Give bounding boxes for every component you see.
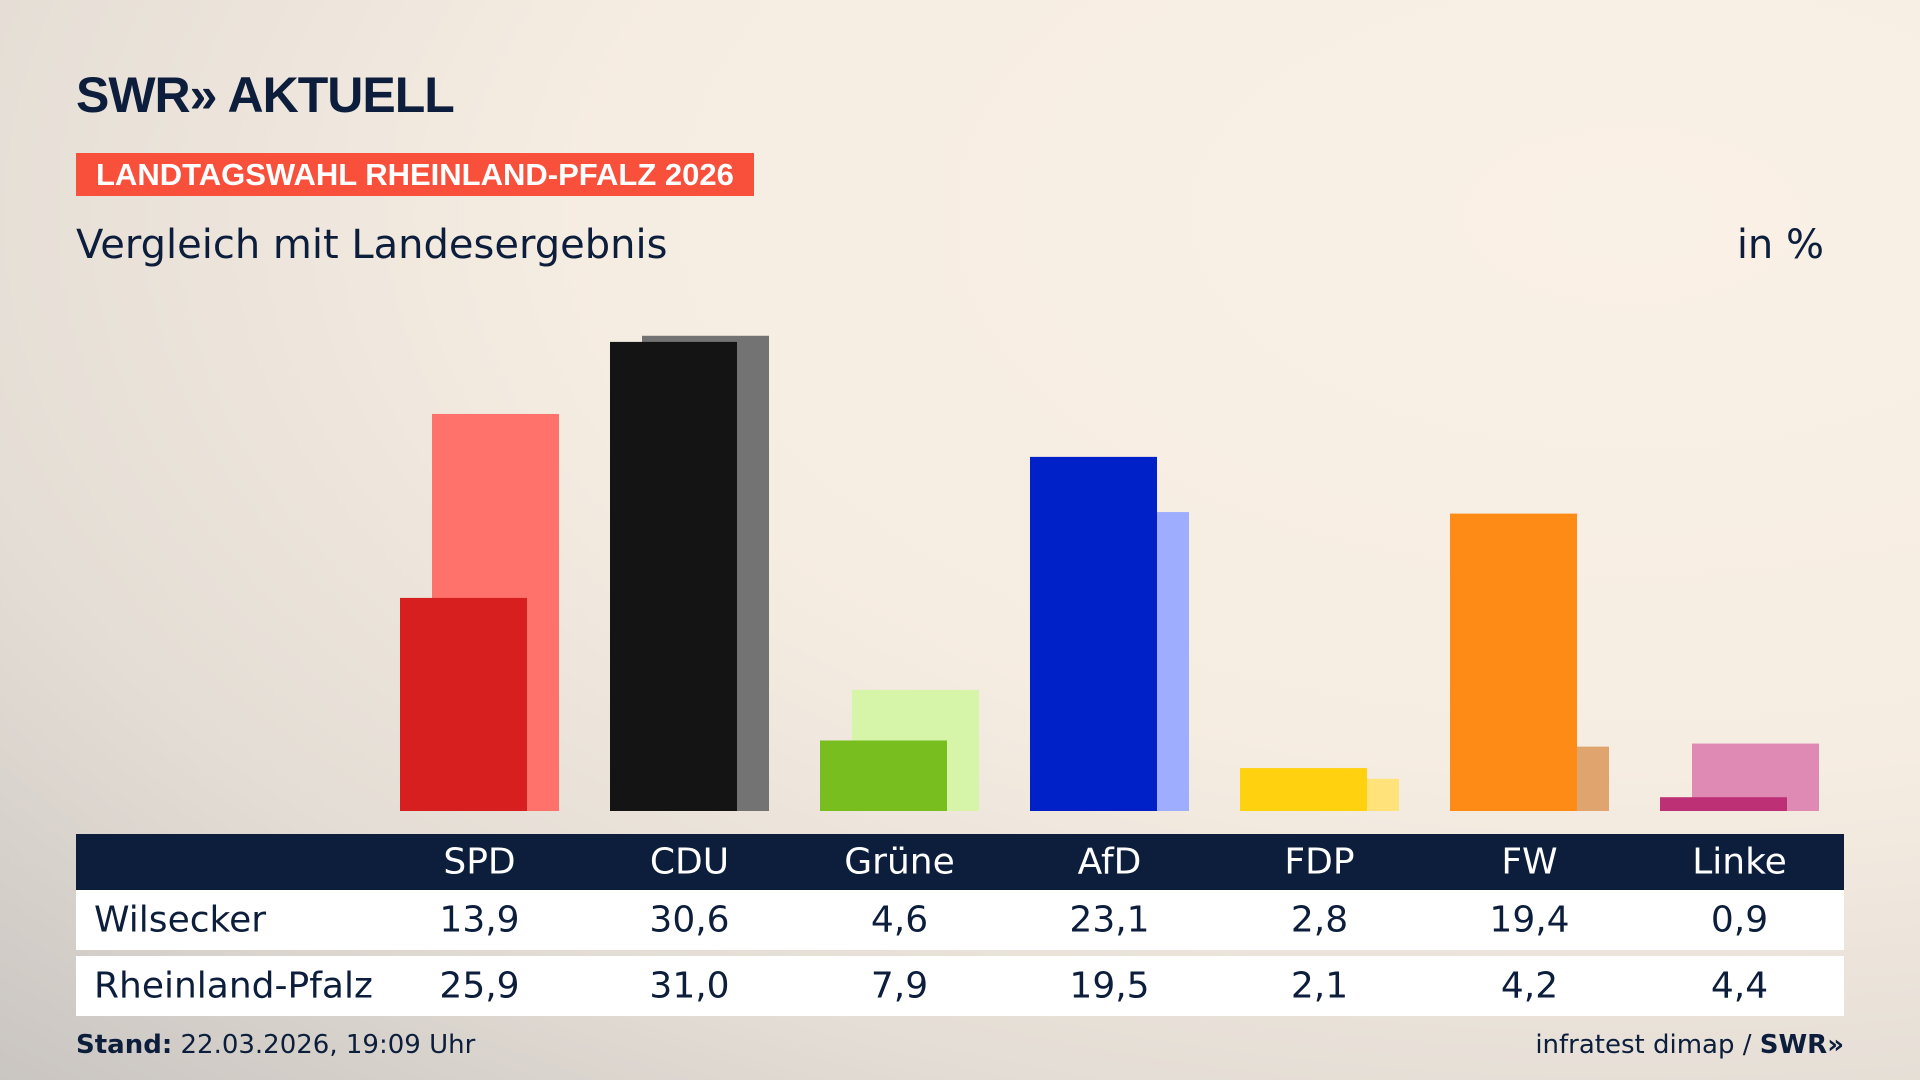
value-spd: 25,9 <box>439 965 520 1007</box>
unit-label: in % <box>1736 222 1824 268</box>
election-banner: LANDTAGSWAHL RHEINLAND-PFALZ 2026 <box>76 153 754 196</box>
timestamp: Stand: 22.03.2026, 19:09 Uhr <box>76 1030 475 1060</box>
value-grüne: 4,6 <box>870 899 929 941</box>
value-cdu: 30,6 <box>649 899 730 941</box>
value-spd: 13,9 <box>439 899 520 941</box>
value-fw: 4,2 <box>1500 965 1559 1007</box>
column-header-spd: SPD <box>443 841 516 883</box>
row-label: Wilsecker <box>94 899 267 941</box>
value-linke: 0,9 <box>1710 899 1769 941</box>
bar-chart <box>400 335 1819 811</box>
table-row-wilsecker: Wilsecker 13,9 30,6 4,6 23,1 2,8 19,4 0,9 <box>76 890 1844 950</box>
source: infratest dimap / SWR» <box>1535 1030 1844 1060</box>
chart-subtitle: Vergleich mit Landesergebnis <box>76 222 668 268</box>
value-cdu: 31,0 <box>649 965 730 1007</box>
value-linke: 4,4 <box>1710 965 1769 1007</box>
bar-afd-wilsecker <box>1030 456 1157 811</box>
column-header-linke: Linke <box>1692 841 1787 883</box>
value-fdp: 2,8 <box>1290 899 1349 941</box>
column-header-fdp: FDP <box>1284 841 1355 883</box>
row-label: Rheinland-Pfalz <box>94 965 373 1007</box>
bar-cdu-wilsecker <box>610 341 737 811</box>
source-text: infratest dimap / <box>1535 1030 1760 1060</box>
value-afd: 23,1 <box>1069 899 1150 941</box>
swr-logo: SWR» <box>1759 1030 1844 1060</box>
bar-fdp-wilsecker <box>1240 768 1367 811</box>
stand-label: Stand: <box>76 1030 173 1060</box>
swr-aktuell-logo: SWR» AKTUELL <box>76 67 455 123</box>
bar-grüne-wilsecker <box>820 740 947 811</box>
value-fw: 19,4 <box>1489 899 1570 941</box>
column-header-cdu: CDU <box>649 841 730 883</box>
stand-value: 22.03.2026, 19:09 Uhr <box>172 1030 476 1060</box>
bar-linke-wilsecker <box>1660 797 1787 811</box>
bar-fw-wilsecker <box>1450 513 1577 811</box>
bar-spd-wilsecker <box>400 597 527 811</box>
value-fdp: 2,1 <box>1290 965 1349 1007</box>
column-header-fw: FW <box>1501 841 1558 883</box>
table-row-rheinland-pfalz: Rheinland-Pfalz 25,9 31,0 7,9 19,5 2,1 4,2 4,4 <box>76 956 1844 1016</box>
value-afd: 19,5 <box>1069 965 1150 1007</box>
column-header-grüne: Grüne <box>844 841 955 883</box>
value-grüne: 7,9 <box>870 965 929 1007</box>
column-header-afd: AfD <box>1077 841 1142 883</box>
table-header: SPD CDU Grüne AfD FDP FW Linke <box>76 834 1844 890</box>
